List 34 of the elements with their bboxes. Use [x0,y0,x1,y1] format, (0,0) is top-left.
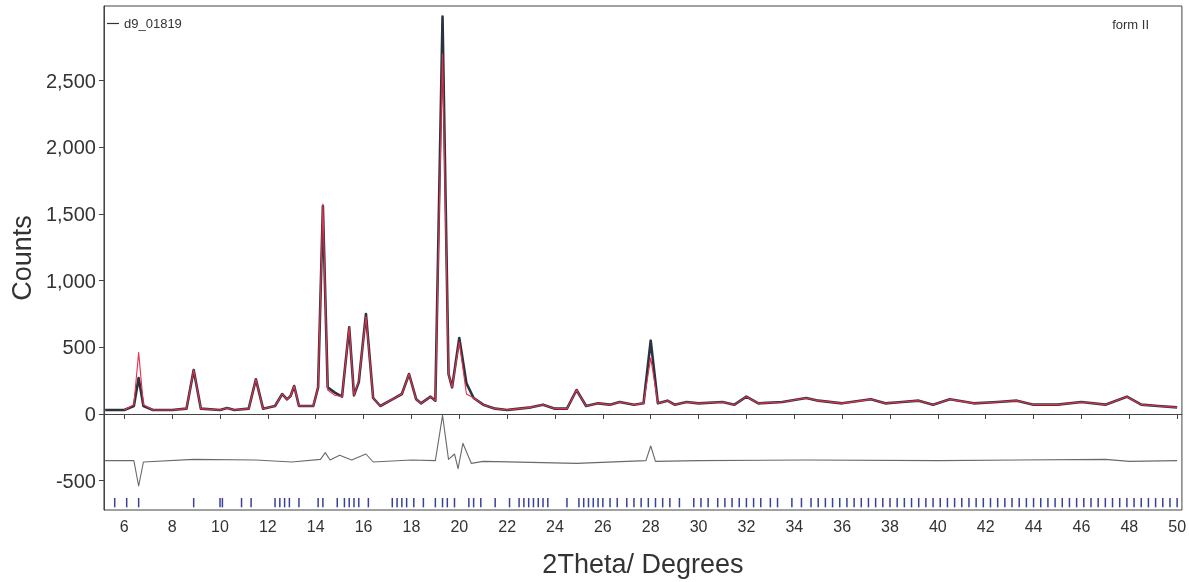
legend-label: d9_01819 [124,16,182,31]
x-tick-label: 8 [167,517,177,535]
y-tick-label: 1,500 [45,203,96,225]
x-axis-title: 2Theta/ Degrees [542,548,744,579]
x-tick-label: 14 [306,517,325,535]
x-tick-label: 46 [1072,517,1091,535]
x-tick-label: 30 [689,517,708,535]
x-tick-label: 50 [1168,517,1187,535]
x-tick-label: 48 [1120,517,1139,535]
x-tick-label: 12 [258,517,277,535]
y-tick-label: 500 [62,336,96,359]
x-tick-label: 36 [833,517,852,535]
x-tick-label: 22 [498,517,517,535]
x-tick-label: 10 [211,517,229,535]
y-tick-label: 2,000 [45,136,96,159]
y-tick-label: 0 [84,403,96,425]
y-tick-label: 1,000 [45,269,96,292]
y-tick-label: 2,500 [45,69,96,92]
x-tick-label: 40 [928,517,947,535]
x-tick-label: 16 [354,517,373,535]
x-tick-label: 6 [119,517,129,535]
x-tick-label: 34 [785,517,804,535]
x-tick-label: 38 [881,517,899,535]
x-tick-label: 20 [450,517,469,535]
x-tick-label: 32 [737,517,756,535]
x-tick-label: 44 [1024,517,1043,535]
annotation: form II [1112,17,1150,32]
x-tick-label: 18 [402,517,421,535]
x-tick-label: 28 [641,517,660,535]
x-tick-label: 24 [546,517,564,535]
y-axis-title: Counts [6,215,37,301]
x-tick-label: 42 [976,517,995,535]
y-tick-label: -500 [55,469,96,492]
x-tick-label: 26 [593,517,612,535]
